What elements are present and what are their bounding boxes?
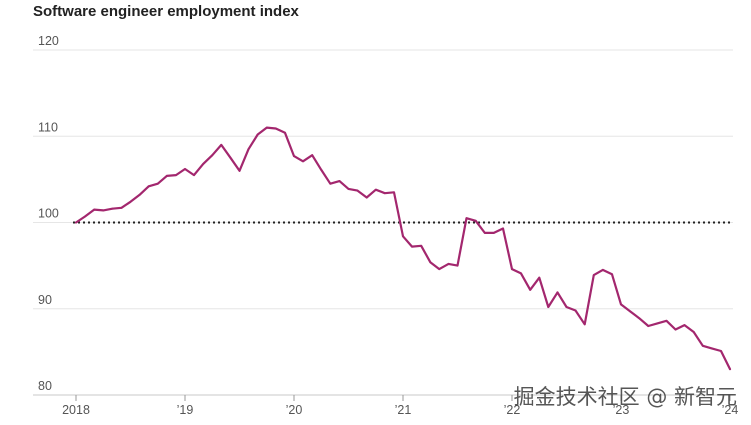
data-point [420, 244, 423, 247]
y-tick-label: 80 [38, 379, 52, 393]
data-point [238, 169, 241, 172]
data-point [492, 231, 495, 234]
x-tick-label: ’21 [395, 403, 412, 417]
watermark: 掘金技术社区 @ 新智元 [513, 385, 737, 409]
data-point [293, 155, 295, 157]
data-point [729, 368, 731, 371]
x-tick-label: ’20 [286, 403, 303, 417]
data-point [620, 303, 622, 306]
data-point [701, 344, 704, 347]
x-tick-label: ’19 [177, 403, 194, 417]
y-tick-label: 100 [38, 207, 59, 221]
data-point [247, 148, 250, 151]
data-point [474, 219, 477, 222]
x-tick-label: ’23 [613, 403, 630, 417]
x-tick-label: ’24 [722, 403, 739, 417]
data-point [383, 192, 386, 195]
data-point [438, 268, 441, 270]
data-point [402, 235, 404, 238]
data-point [629, 310, 631, 313]
data-point [520, 272, 522, 275]
data-point [338, 180, 341, 183]
data-point [710, 347, 713, 350]
data-point [265, 126, 268, 129]
data-point [565, 306, 568, 308]
data-point [120, 206, 123, 209]
data-point [356, 189, 359, 192]
data-point [365, 196, 368, 199]
data-point [529, 288, 532, 291]
data-point [220, 143, 223, 146]
data-point [84, 215, 86, 218]
data-point [211, 154, 214, 157]
data-point [347, 187, 350, 190]
data-point [583, 323, 586, 326]
data-point [511, 268, 513, 270]
data-point [547, 306, 550, 308]
data-point [374, 188, 377, 191]
data-point [393, 191, 395, 194]
data-point [111, 207, 114, 210]
data-point [329, 182, 332, 185]
data-point [611, 273, 613, 276]
data-point [75, 221, 77, 224]
data-point [665, 319, 668, 322]
data-point [720, 350, 722, 352]
data-point [574, 309, 577, 312]
data-point [320, 168, 323, 171]
data-point [138, 194, 141, 196]
y-tick-label: 90 [38, 293, 52, 307]
data-point [102, 209, 105, 212]
x-tick-label: 2018 [62, 403, 90, 417]
series [74, 126, 732, 371]
data-point [311, 154, 314, 157]
series-line [74, 126, 732, 371]
data-point [601, 269, 604, 271]
data-point [129, 200, 132, 203]
data-point [184, 168, 186, 170]
data-point [447, 263, 450, 265]
data-point [683, 324, 686, 327]
x-axis: 2018 ’19 ’20 ’21 ’22 ’23 ’24 [62, 395, 738, 417]
data-point [656, 322, 659, 325]
data-point [93, 208, 96, 211]
y-tick-label: 120 [38, 34, 59, 48]
data-point [302, 160, 304, 163]
data-point [483, 231, 486, 234]
data-point [674, 328, 677, 331]
y-tick-label: 110 [38, 120, 58, 134]
y-axis-ticks: 120 110 100 90 80 [38, 34, 59, 393]
data-point [165, 175, 168, 177]
data-point [147, 185, 150, 188]
chart-title: Software engineer employment index [33, 3, 299, 20]
data-point [592, 274, 595, 277]
data-point [156, 182, 159, 185]
data-point [284, 131, 286, 134]
data-point [202, 162, 205, 165]
data-point [456, 264, 459, 267]
data-point [502, 227, 504, 230]
data-point [429, 261, 432, 264]
data-point [465, 217, 468, 220]
x-tick-label: ’22 [504, 403, 521, 417]
data-point [411, 245, 413, 248]
data-point [274, 127, 277, 130]
data-point [692, 331, 695, 333]
data-point [175, 174, 177, 176]
data-point [647, 325, 650, 327]
data-point [256, 133, 259, 136]
data-point [556, 291, 559, 294]
data-point [638, 317, 641, 320]
data-point [193, 174, 195, 176]
data-point [538, 276, 541, 279]
data-point [229, 156, 232, 159]
